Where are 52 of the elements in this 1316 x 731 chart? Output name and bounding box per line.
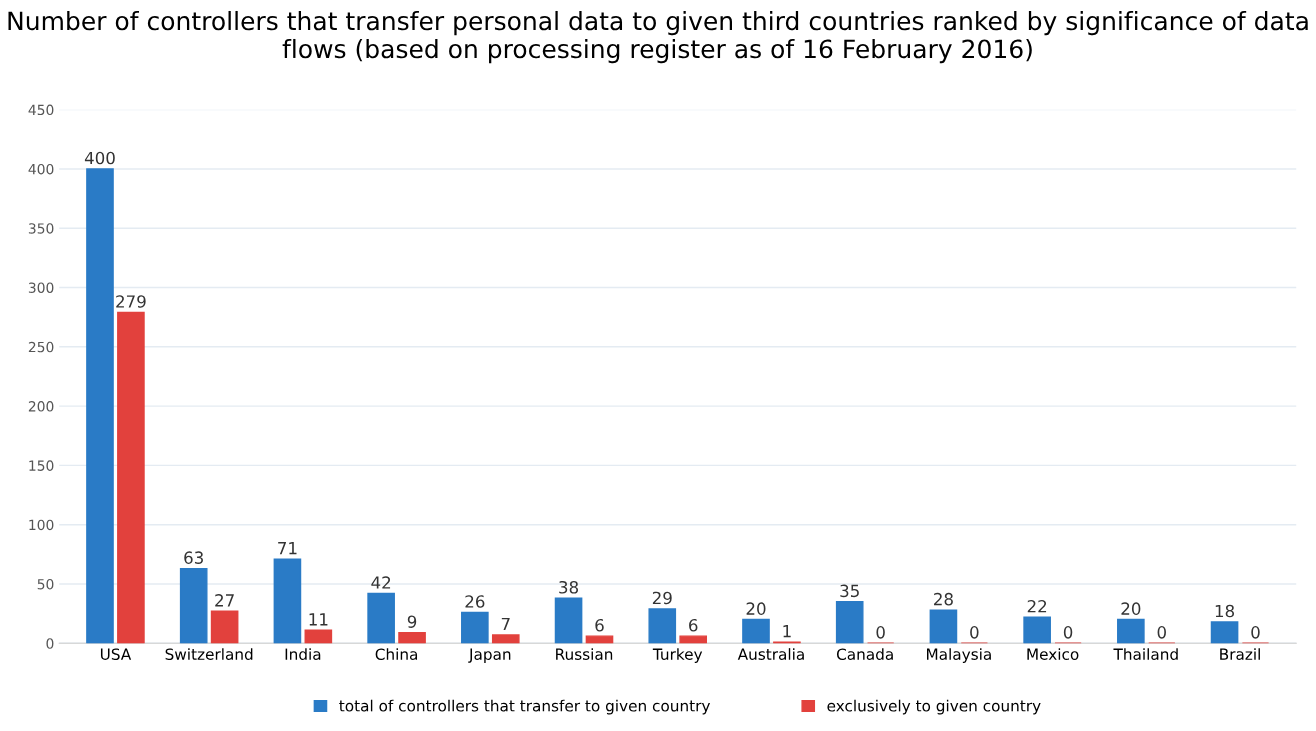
x-tick-label: Australia	[737, 648, 804, 660]
data-label: 20	[1121, 602, 1141, 615]
x-tick-label: Russian	[556, 648, 613, 660]
y-tick-label: 350	[28, 223, 54, 234]
data-label: 6	[595, 618, 604, 632]
data-label: 35	[840, 584, 859, 598]
data-label: 28	[934, 592, 953, 606]
data-label: 0	[970, 626, 979, 639]
data-label: 18	[1215, 604, 1235, 618]
legend-label: exclusively to given country	[827, 699, 1041, 715]
y-tick-label: 400	[28, 163, 54, 175]
data-label: 71	[278, 542, 297, 555]
data-label: 26	[465, 595, 485, 608]
y-tick-label: 100	[29, 519, 54, 531]
data-label: 279	[116, 295, 146, 308]
y-tick-label: 50	[37, 578, 54, 590]
legend-label: total of controllers that transfer to given country	[339, 699, 711, 715]
data-label: 20	[746, 602, 766, 615]
data-label: 0	[1251, 626, 1260, 639]
x-tick-label: Thailand	[1113, 648, 1178, 660]
data-label: 22	[1027, 599, 1047, 613]
chart-title: Number of controllers that transfer personal data to given third countries ranked by significance of data flows (based on processing register as of 16 February 2016)	[8, 10, 1308, 64]
data-label: 63	[184, 551, 203, 564]
x-tick-label: India	[285, 648, 321, 660]
data-label: 9	[407, 615, 417, 628]
data-label: 42	[371, 576, 391, 589]
data-label: 400	[84, 151, 115, 165]
data-label: 7	[501, 617, 510, 631]
data-label: 38	[559, 580, 579, 594]
y-tick-label: 0	[46, 638, 54, 649]
data-label: 29	[652, 591, 672, 605]
y-tick-label: 450	[28, 104, 54, 116]
data-label: 6	[689, 618, 698, 632]
data-label: 0	[876, 626, 885, 639]
x-tick-label: Brazil	[1220, 648, 1260, 660]
data-label: 0	[1157, 626, 1166, 639]
x-tick-label: Switzerland	[165, 648, 253, 660]
y-tick-label: 300	[28, 282, 54, 293]
y-tick-label: 150	[29, 460, 54, 471]
x-tick-label: China	[375, 648, 418, 660]
data-label: 1	[783, 625, 791, 638]
data-label: 0	[1063, 626, 1073, 639]
x-tick-label: Turkey	[652, 648, 703, 663]
y-tick-label: 200	[28, 401, 54, 412]
x-tick-label: Japan	[468, 648, 511, 663]
data-label: 11	[309, 613, 328, 626]
x-tick-label: Mexico	[1027, 648, 1079, 660]
x-tick-label: Canada	[836, 648, 893, 660]
data-label: 27	[215, 594, 234, 607]
x-tick-label: Malaysia	[927, 648, 991, 663]
x-tick-label: USA	[100, 648, 132, 660]
y-tick-label: 250	[28, 341, 54, 353]
